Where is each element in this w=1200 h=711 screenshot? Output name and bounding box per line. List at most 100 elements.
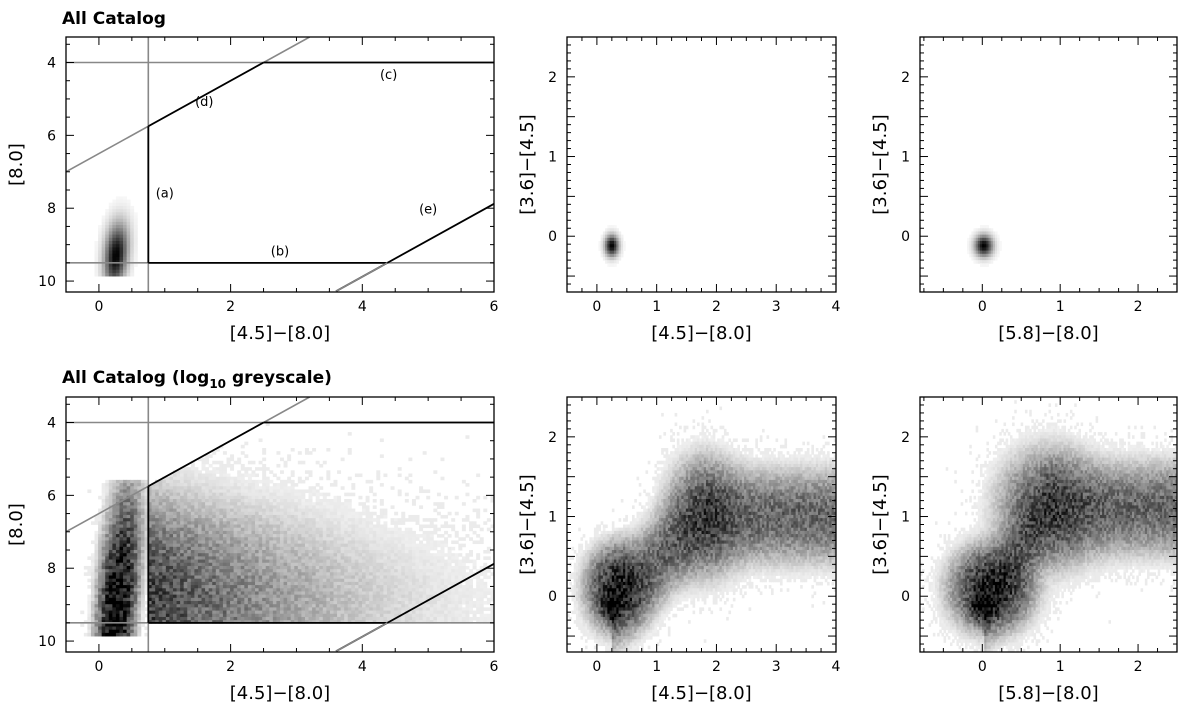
heatmap-cell — [115, 620, 120, 624]
heatmap-cell — [137, 540, 142, 545]
heatmap-cell — [283, 562, 288, 567]
heatmap-cell — [176, 546, 181, 551]
heatmap-cell — [230, 591, 235, 596]
heatmap-cell — [219, 518, 224, 522]
heatmap-cell — [308, 601, 313, 605]
heatmap-cell — [322, 601, 327, 605]
heatmap-cell — [347, 476, 352, 481]
heatmap-cell — [112, 231, 117, 236]
heatmap-cell — [269, 620, 274, 624]
heatmap-cell — [123, 565, 128, 570]
heatmap-cell — [190, 543, 195, 548]
heatmap-cell — [397, 581, 402, 586]
heatmap-cell — [301, 616, 306, 621]
heatmap-cell — [422, 578, 427, 583]
heatmap-cell — [376, 473, 381, 478]
heatmap-cell — [158, 505, 163, 509]
heatmap-cell — [312, 546, 317, 551]
heatmap-cell — [197, 585, 202, 589]
heatmap-cell — [108, 508, 113, 513]
heatmap-cell — [115, 543, 120, 548]
heatmap-cell — [347, 511, 352, 516]
x-tick-label: 0 — [94, 299, 103, 315]
heatmap-cell — [112, 502, 117, 506]
bottom-row-title-main: All Catalog (log — [62, 368, 209, 388]
heatmap-cell — [137, 562, 142, 567]
heatmap-cell — [379, 537, 384, 541]
heatmap-cell — [322, 543, 327, 548]
heatmap-cell — [180, 601, 185, 605]
heatmap-cell — [233, 514, 238, 519]
heatmap-cell — [219, 479, 224, 484]
heatmap-cell — [94, 241, 99, 245]
heatmap-cell — [247, 476, 252, 481]
heatmap-cell — [155, 530, 160, 535]
heatmap-cell — [105, 263, 110, 267]
heatmap-cell — [105, 518, 110, 522]
heatmap-cell — [123, 546, 128, 551]
heatmap-cell — [602, 244, 606, 248]
heatmap-cell — [233, 575, 238, 580]
heatmap-cell — [144, 565, 149, 570]
heatmap-cell — [94, 575, 99, 580]
heatmap-cell — [158, 585, 163, 589]
heatmap-cell — [144, 585, 149, 589]
heatmap-cell — [401, 534, 406, 538]
heatmap-cell — [404, 540, 409, 545]
heatmap-cell — [197, 588, 202, 592]
heatmap-cell — [119, 253, 124, 258]
heatmap-cell — [276, 476, 281, 481]
heatmap-cell — [226, 483, 231, 487]
heatmap-cell — [215, 559, 220, 564]
heatmap-cell — [94, 578, 99, 583]
heatmap-cell — [176, 486, 181, 490]
heatmap-cell — [233, 460, 238, 465]
heatmap-cell — [173, 550, 177, 554]
heatmap-cell — [194, 565, 199, 570]
heatmap-cell — [137, 623, 142, 627]
heatmap-cell — [265, 569, 270, 573]
heatmap-cell — [971, 253, 974, 258]
heatmap-cell — [988, 237, 992, 242]
heatmap-cell — [247, 534, 252, 538]
heatmap-cell — [108, 234, 113, 239]
heatmap-cell — [287, 499, 292, 503]
heatmap-cell — [94, 556, 99, 560]
heatmap-cell — [344, 591, 349, 596]
heatmap-cell — [183, 537, 188, 541]
heatmap-cell — [344, 518, 349, 522]
heatmap-cell — [212, 540, 217, 545]
plot-frame — [65, 36, 495, 293]
heatmap-cell — [222, 489, 227, 494]
heatmap-cell — [255, 511, 259, 516]
heatmap-cell — [169, 495, 174, 500]
heatmap-cell — [333, 601, 338, 605]
heatmap-cell — [130, 505, 135, 509]
heatmap-cell — [365, 591, 370, 596]
heatmap-cell — [265, 572, 270, 576]
heatmap-cell — [422, 562, 427, 567]
heatmap-cell — [105, 514, 110, 519]
heatmap-cell — [169, 518, 174, 522]
heatmap-cell — [137, 505, 142, 509]
heatmap-cell — [126, 530, 131, 535]
heatmap-cell — [115, 521, 120, 525]
heatmap-cell — [165, 572, 170, 576]
heatmap-cell — [272, 572, 277, 576]
heatmap-cell — [258, 581, 263, 586]
heatmap-cell — [144, 511, 149, 516]
heatmap-cell — [315, 483, 320, 487]
heatmap-cell — [151, 620, 156, 624]
heatmap-cell — [205, 537, 210, 541]
heatmap-cell — [230, 505, 235, 509]
heatmap-cell — [215, 575, 220, 580]
heatmap-cell — [365, 553, 370, 557]
heatmap-cell — [201, 534, 206, 538]
heatmap-cell — [176, 553, 181, 557]
heatmap-cell — [197, 518, 202, 522]
heatmap-cell — [265, 537, 270, 541]
heatmap-cell — [333, 505, 338, 509]
heatmap-cell — [304, 610, 309, 615]
heatmap-cell — [272, 578, 277, 583]
heatmap-cell — [101, 613, 106, 618]
